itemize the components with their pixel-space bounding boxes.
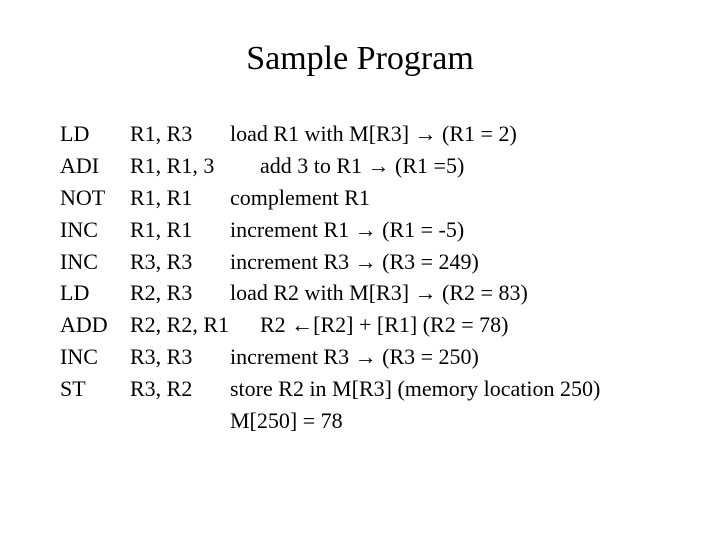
program-line: ADDR2, R2, R1R2 ←[R2] + [R1] (R2 = 78) [60,309,720,341]
program-line: INCR3, R3increment R3 → (R3 = 249) [60,246,720,278]
description: complement R1 [230,182,370,214]
program-line: NOTR1, R1complement R1 [60,182,720,214]
description: increment R1 → (R1 = -5) [230,214,464,246]
operands: R1, R1 [130,214,230,246]
mnemonic: ST [60,373,130,405]
operands: R2, R2, R1 [130,309,260,341]
description: increment R3 → (R3 = 250) [230,341,479,373]
operands: R1, R1, 3 [130,150,260,182]
final-result: M[250] = 78 [60,405,720,437]
slide: Sample Program LDR1, R3load R1 with M[R3… [0,0,720,540]
description: increment R3 → (R3 = 249) [230,246,479,278]
program-listing: LDR1, R3load R1 with M[R3] → (R1 = 2)ADI… [0,118,720,437]
program-line: LDR2, R3load R2 with M[R3] → (R2 = 83) [60,277,720,309]
description: store R2 in M[R3] (memory location 250) [230,373,600,405]
mnemonic: LD [60,277,130,309]
mnemonic: INC [60,214,130,246]
operands: R2, R3 [130,277,230,309]
program-line: ADIR1, R1, 3add 3 to R1 → (R1 =5) [60,150,720,182]
program-line: INCR3, R3increment R3 → (R3 = 250) [60,341,720,373]
mnemonic: INC [60,341,130,373]
description: load R2 with M[R3] → (R2 = 83) [230,277,528,309]
description: add 3 to R1 → (R1 =5) [260,150,464,182]
operands: R1, R3 [130,118,230,150]
operands: R3, R3 [130,246,230,278]
operands: R1, R1 [130,182,230,214]
slide-title: Sample Program [0,40,720,78]
program-line: LDR1, R3load R1 with M[R3] → (R1 = 2) [60,118,720,150]
program-line: STR3, R2store R2 in M[R3] (memory locati… [60,373,720,405]
mnemonic: LD [60,118,130,150]
operands: R3, R2 [130,373,230,405]
mnemonic: INC [60,246,130,278]
mnemonic: NOT [60,182,130,214]
mnemonic: ADI [60,150,130,182]
program-line: INCR1, R1increment R1 → (R1 = -5) [60,214,720,246]
mnemonic: ADD [60,309,130,341]
operands: R3, R3 [130,341,230,373]
description: load R1 with M[R3] → (R1 = 2) [230,118,517,150]
description: R2 ←[R2] + [R1] (R2 = 78) [260,309,508,341]
